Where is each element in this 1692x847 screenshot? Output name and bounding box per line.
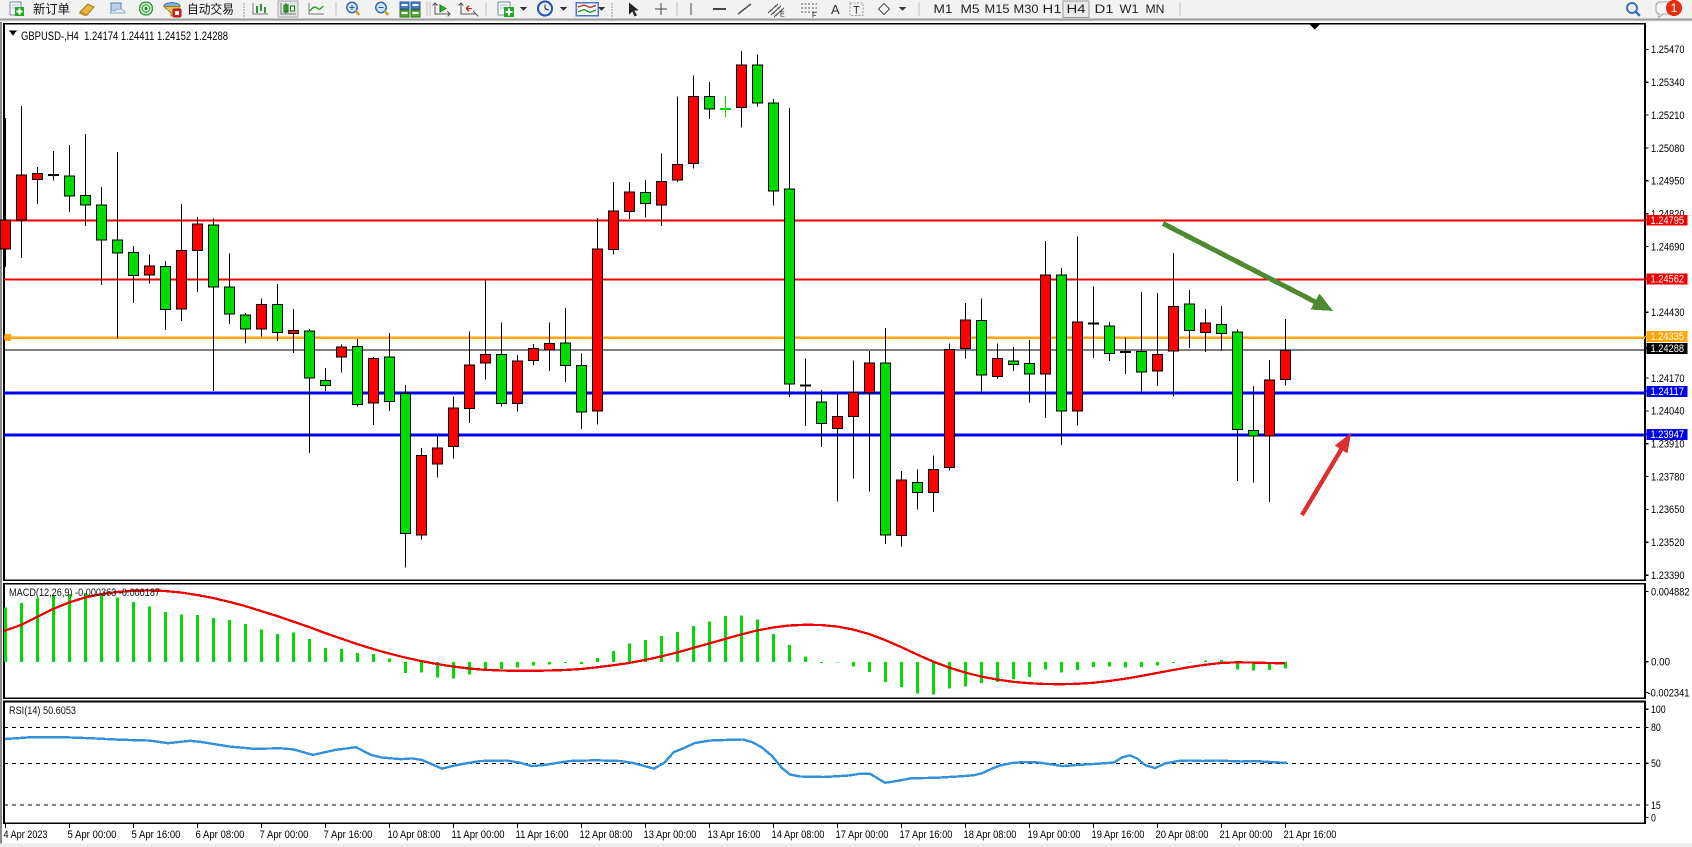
svg-text:11 Apr 16:00: 11 Apr 16:00 xyxy=(516,829,569,841)
svg-text:新订单: 新订单 xyxy=(33,2,70,17)
svg-text:13 Apr 16:00: 13 Apr 16:00 xyxy=(708,829,761,841)
svg-text:1.23650: 1.23650 xyxy=(1651,504,1685,516)
svg-text:21 Apr 00:00: 21 Apr 00:00 xyxy=(1220,829,1273,841)
svg-text:1.25080: 1.25080 xyxy=(1651,143,1685,155)
svg-text:H4: H4 xyxy=(1067,4,1087,16)
svg-text:1: 1 xyxy=(1671,1,1678,15)
svg-text:0: 0 xyxy=(1651,812,1656,824)
svg-text:-0.002341: -0.002341 xyxy=(1648,687,1690,699)
svg-text:1.24335: 1.24335 xyxy=(1651,331,1685,343)
svg-text:20 Apr 08:00: 20 Apr 08:00 xyxy=(1156,829,1209,841)
svg-text:14 Apr 08:00: 14 Apr 08:00 xyxy=(772,829,825,841)
svg-text:D1: D1 xyxy=(1095,4,1114,16)
svg-text:13 Apr 00:00: 13 Apr 00:00 xyxy=(644,829,697,841)
svg-text:M1: M1 xyxy=(934,4,953,16)
svg-text:A: A xyxy=(831,2,840,17)
svg-text:0.00: 0.00 xyxy=(1651,657,1670,669)
svg-text:0.004882: 0.004882 xyxy=(1651,586,1690,598)
svg-text:M30: M30 xyxy=(1014,4,1039,16)
svg-text:M5: M5 xyxy=(961,4,980,16)
svg-text:17 Apr 16:00: 17 Apr 16:00 xyxy=(900,829,953,841)
svg-text:1.24117: 1.24117 xyxy=(1651,386,1685,398)
svg-text:1.25470: 1.25470 xyxy=(1651,44,1685,56)
svg-text:10 Apr 08:00: 10 Apr 08:00 xyxy=(388,829,441,841)
svg-text:1.24430: 1.24430 xyxy=(1651,307,1685,319)
svg-text:1.23947: 1.23947 xyxy=(1651,429,1685,441)
svg-text:100: 100 xyxy=(1651,704,1666,716)
svg-text:1.24288: 1.24288 xyxy=(1651,343,1685,355)
svg-text:21 Apr 16:00: 21 Apr 16:00 xyxy=(1284,829,1337,841)
svg-text:80: 80 xyxy=(1651,722,1661,734)
svg-text:19 Apr 00:00: 19 Apr 00:00 xyxy=(1028,829,1081,841)
svg-text:M15: M15 xyxy=(985,4,1010,16)
svg-text:1.23520: 1.23520 xyxy=(1651,537,1685,549)
svg-text:7 Apr 00:00: 7 Apr 00:00 xyxy=(260,829,309,841)
svg-text:GBPUSD-,H4 1.24174 1.24411 1.: GBPUSD-,H4 1.24174 1.24411 1.24152 1.242… xyxy=(21,29,228,43)
svg-text:1.24170: 1.24170 xyxy=(1651,373,1685,385)
svg-text:RSI(14) 50.6053: RSI(14) 50.6053 xyxy=(9,705,76,717)
svg-text:1.24795: 1.24795 xyxy=(1651,215,1685,227)
svg-text:1.25210: 1.25210 xyxy=(1651,110,1685,122)
svg-text:17 Apr 00:00: 17 Apr 00:00 xyxy=(836,829,889,841)
svg-text:1.23910: 1.23910 xyxy=(1651,439,1685,451)
svg-text:18 Apr 08:00: 18 Apr 08:00 xyxy=(964,829,1017,841)
svg-text:1.24690: 1.24690 xyxy=(1651,241,1685,253)
svg-text:6 Apr 08:00: 6 Apr 08:00 xyxy=(196,829,245,841)
svg-text:50: 50 xyxy=(1651,758,1661,770)
svg-text:1.25340: 1.25340 xyxy=(1651,77,1685,89)
svg-text:7 Apr 16:00: 7 Apr 16:00 xyxy=(324,829,373,841)
svg-text:自动交易: 自动交易 xyxy=(187,2,234,17)
svg-text:1.24040: 1.24040 xyxy=(1651,406,1685,418)
svg-text:MACD(12,26,9) -0.000363 -0.000: MACD(12,26,9) -0.000363 -0.000187 xyxy=(9,587,160,599)
svg-text:12 Apr 08:00: 12 Apr 08:00 xyxy=(580,829,633,841)
svg-text:5 Apr 00:00: 5 Apr 00:00 xyxy=(68,829,117,841)
svg-text:19 Apr 16:00: 19 Apr 16:00 xyxy=(1092,829,1145,841)
svg-text:1.24562: 1.24562 xyxy=(1651,274,1685,286)
svg-text:4 Apr 2023: 4 Apr 2023 xyxy=(4,829,48,841)
svg-text:1.23780: 1.23780 xyxy=(1651,471,1685,483)
svg-text:T: T xyxy=(853,5,860,17)
svg-text:1.24950: 1.24950 xyxy=(1651,176,1685,188)
svg-text:W1: W1 xyxy=(1120,4,1139,16)
svg-text:11 Apr 00:00: 11 Apr 00:00 xyxy=(452,829,505,841)
svg-text:F: F xyxy=(812,13,816,20)
svg-text:E: E xyxy=(780,12,785,19)
svg-text:5 Apr 16:00: 5 Apr 16:00 xyxy=(132,829,181,841)
svg-text:15: 15 xyxy=(1651,800,1661,812)
svg-text:H1: H1 xyxy=(1043,4,1062,16)
svg-text:MN: MN xyxy=(1146,4,1165,16)
svg-text:1.23390: 1.23390 xyxy=(1651,570,1685,582)
